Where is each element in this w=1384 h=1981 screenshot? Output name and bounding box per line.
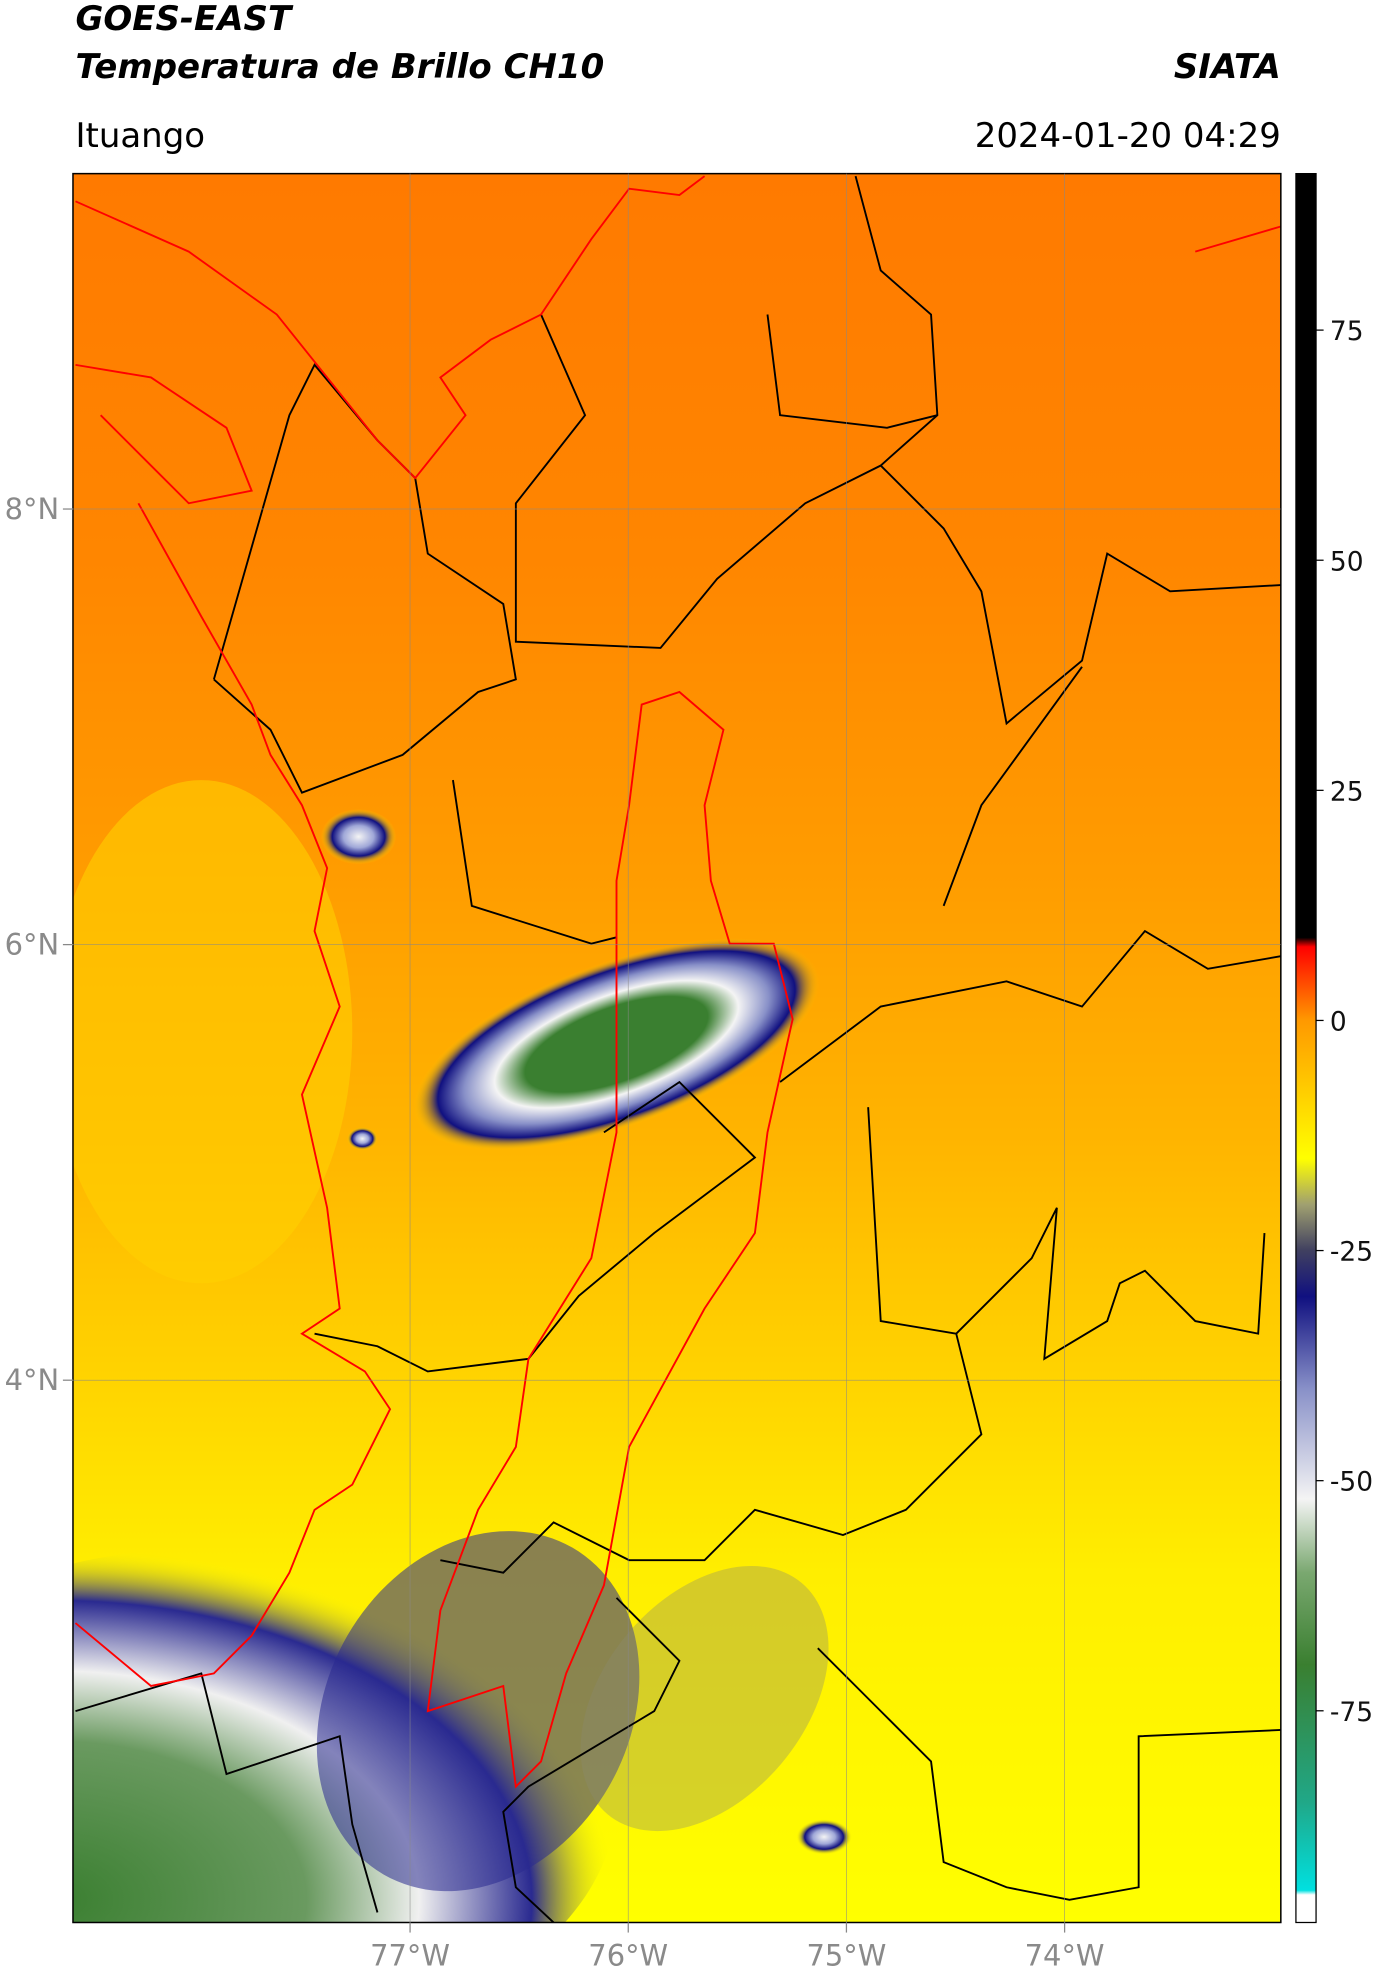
x-tick-label: 77°W [370,1938,450,1972]
y-tick-label: 8°N [5,492,60,526]
colorbar-tick-label: 75 [1330,316,1364,347]
borders [75,175,1281,1923]
cloud [796,1819,852,1855]
region-outline [74,175,1281,1789]
brand: SIATA [1174,47,1281,87]
x-tick-label: 75°W [806,1938,886,1972]
cloud-system [580,1566,829,1832]
colorbar-tick-label: 50 [1330,546,1364,577]
subtitle: Temperatura de Brillo CH10 [75,47,604,87]
y-tick-label: 6°N [5,928,60,962]
colorbar-tick-label: -25 [1330,1237,1373,1268]
colorbar-tick-label: -75 [1330,1697,1373,1728]
y-tick-label: 4°N [5,1363,60,1397]
axes: 77°W 76°W 75°W 74°W 8°N 6°N 4°N [5,173,1281,1972]
cloud [320,809,397,865]
colorbar [1295,172,1317,1924]
title: GOES-EAST [75,0,293,39]
cloud [347,1127,378,1150]
x-tick-label: 74°W [1025,1938,1105,1972]
cloud-system [316,1531,640,1892]
x-tick-label: 76°W [588,1938,668,1972]
colorbar-tick-label: 25 [1330,776,1364,807]
warm-region [72,780,353,1284]
timestamp: 2024-01-20 04:29 [975,116,1281,156]
map [72,173,1281,1923]
location: Ituango [75,116,205,156]
map-frame [72,172,1282,1924]
colorbar-tick-label: 0 [1330,1007,1347,1038]
colorbar-tick-label: -50 [1330,1467,1373,1498]
